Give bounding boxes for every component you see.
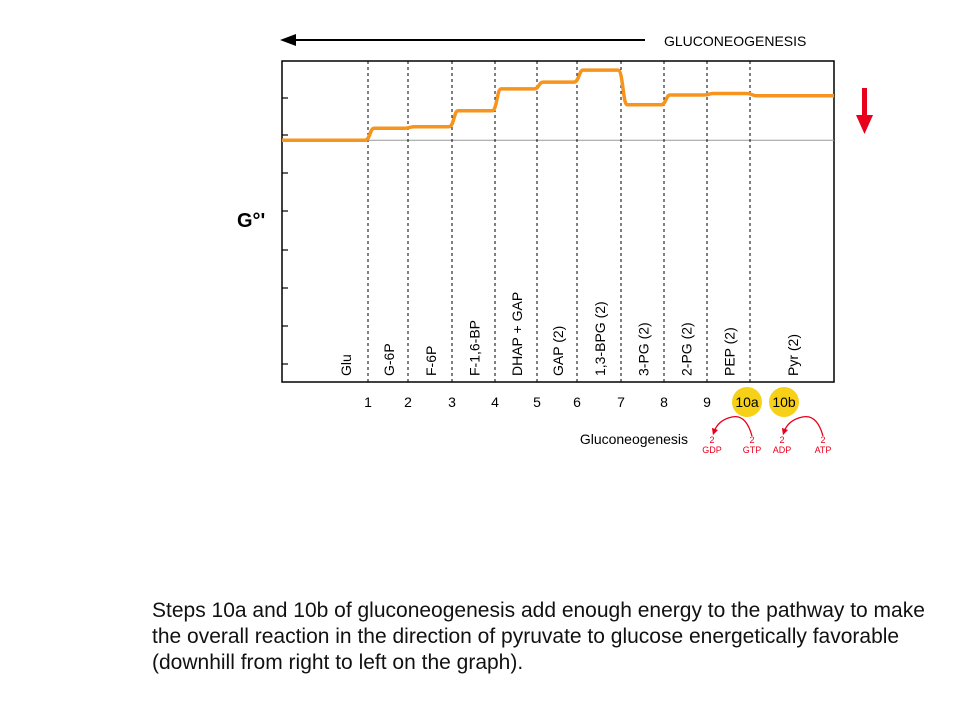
intermediate-label: Pyr (2) <box>785 334 801 376</box>
cofactor-to-count: 2 <box>779 435 784 445</box>
cofactor-arrow <box>711 415 753 437</box>
axis-titles: G°' <box>237 88 873 232</box>
direction-label: GLUCONEOGENESIS <box>664 33 806 49</box>
cofactor-from-count: 2 <box>749 435 754 445</box>
step-label: 5 <box>533 394 541 410</box>
y-axis-label: G°' <box>237 210 265 232</box>
step-label: 4 <box>491 394 499 410</box>
free-energy-chart: GLUCONEOGENESIS Glu G-6P F-6P F-1,6-BP DHAP … <box>237 33 873 455</box>
cofactor-to-label: GDP <box>702 445 722 455</box>
plot-border <box>281 60 835 383</box>
cofactor-from-label: ATP <box>815 445 832 455</box>
step-highlight <box>732 387 762 417</box>
intermediate-label: G-6P <box>381 343 397 376</box>
step-label: 1 <box>364 394 372 410</box>
cofactor-from-count: 2 <box>820 435 825 445</box>
cofactor-to-count: 2 <box>709 435 714 445</box>
step-label: 3 <box>448 394 456 410</box>
cofactor-from-label: GTP <box>743 445 762 455</box>
step-label: 2 <box>404 394 412 410</box>
step-highlight <box>769 387 799 417</box>
intermediate-label: 3-PG (2) <box>636 322 652 376</box>
step-label: 9 <box>703 394 711 410</box>
cofactor-arrow <box>781 415 824 437</box>
step-label: 6 <box>573 394 581 410</box>
intermediate-label: PEP (2) <box>722 327 738 376</box>
step-label: 10a <box>735 394 759 410</box>
step-label: 7 <box>617 394 625 410</box>
intermediate-label: F-1,6-BP <box>467 320 483 376</box>
energy-path <box>282 68 834 143</box>
caption-text: Steps 10a and 10b of gluconeogenesis add… <box>152 599 925 674</box>
intermediate-label: GAP (2) <box>550 326 566 376</box>
intermediate-label: DHAP + GAP <box>509 292 525 376</box>
step-label: 10b <box>772 394 796 410</box>
intermediate-labels: Glu G-6P F-6P F-1,6-BP DHAP + GAP GAP (2) 1,3-… <box>338 292 801 376</box>
intermediate-label: 2-PG (2) <box>679 322 695 376</box>
downhill-arrow-shaft <box>862 88 867 118</box>
intermediate-label: 1,3-BPG (2) <box>592 301 608 376</box>
plot-frame <box>281 60 835 383</box>
step-label: 8 <box>660 394 668 410</box>
intermediate-label: Glu <box>338 354 354 376</box>
cofactor-to-label: ADP <box>773 445 792 455</box>
step-labels: 1 2 3 4 5 6 7 8 9 10a 10b Gluconeogenesis <box>364 387 799 447</box>
direction-indicator: GLUCONEOGENESIS <box>280 33 806 49</box>
step-axis-label: Gluconeogenesis <box>580 431 688 447</box>
intermediate-label: F-6P <box>423 346 439 376</box>
energy-curve <box>282 68 834 143</box>
downhill-arrow-head <box>856 115 873 134</box>
direction-arrowhead <box>280 34 296 46</box>
